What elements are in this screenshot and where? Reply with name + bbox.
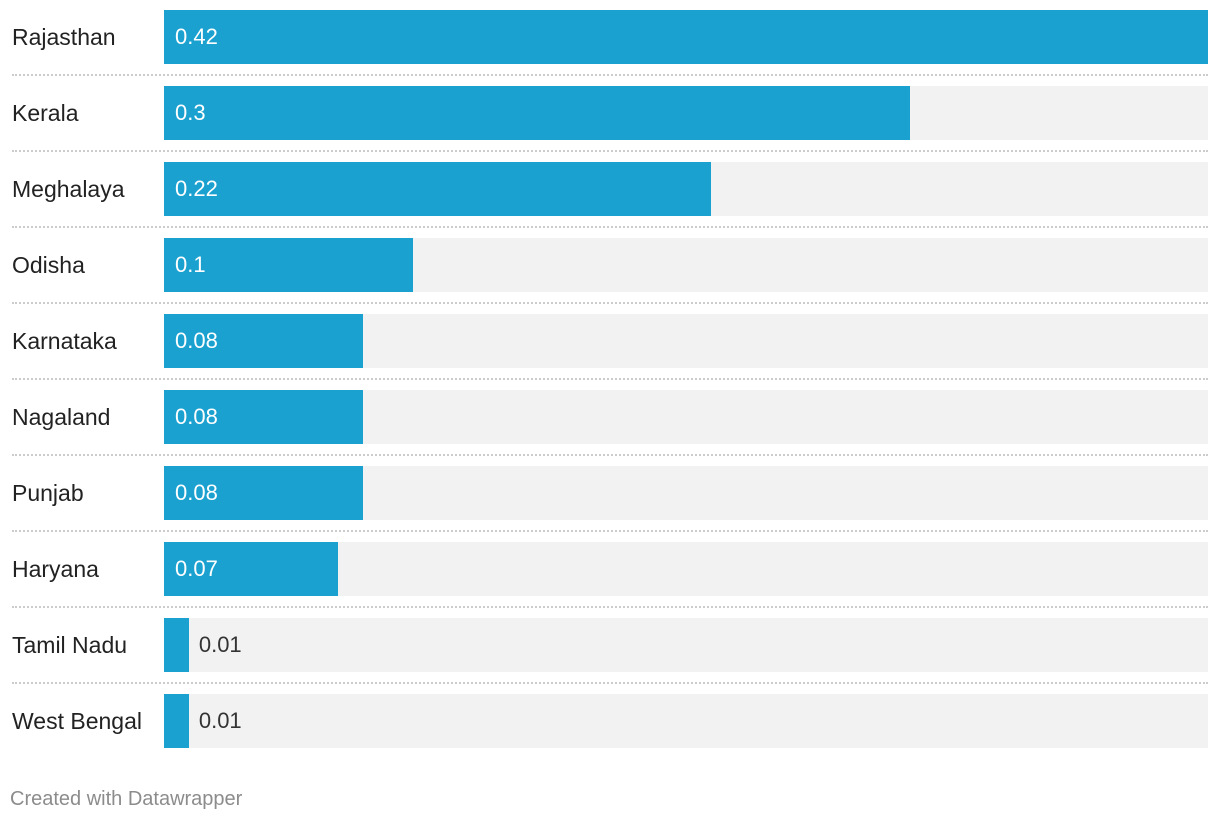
value-label: 0.1 xyxy=(175,252,206,277)
chart-row: Tamil Nadu 0.01 xyxy=(12,608,1208,684)
bar xyxy=(164,694,189,748)
value-label: 0.42 xyxy=(175,24,218,49)
bar xyxy=(164,466,363,520)
chart-row: Nagaland 0.08 xyxy=(12,380,1208,456)
bar xyxy=(164,618,189,672)
bar-track: 0.08 xyxy=(164,314,1208,368)
category-label: West Bengal xyxy=(12,708,142,734)
bar-track: 0.08 xyxy=(164,390,1208,444)
row-divider xyxy=(12,150,1208,152)
bar-track: 0.01 xyxy=(164,618,1208,672)
bar xyxy=(164,238,413,292)
bar xyxy=(164,10,1208,64)
bar-track: 0.22 xyxy=(164,162,1208,216)
category-label: Tamil Nadu xyxy=(12,632,128,658)
bar xyxy=(164,162,711,216)
row-divider xyxy=(12,682,1208,684)
bar-track: 0.1 xyxy=(164,238,1208,292)
bar-track: 0.08 xyxy=(164,466,1208,520)
bar-track: 0.3 xyxy=(164,86,1208,140)
value-label: 0.3 xyxy=(175,100,206,125)
bar xyxy=(164,86,910,140)
category-label: Rajasthan xyxy=(12,24,116,50)
category-label: Nagaland xyxy=(12,404,111,430)
chart-row: Punjab 0.08 xyxy=(12,456,1208,532)
value-label: 0.08 xyxy=(175,404,218,429)
value-label: 0.07 xyxy=(175,556,218,581)
row-divider xyxy=(12,302,1208,304)
chart-row: Karnataka 0.08 xyxy=(12,304,1208,380)
chart-row: Kerala 0.3 xyxy=(12,76,1208,152)
row-divider xyxy=(12,378,1208,380)
chart-row: Meghalaya 0.22 xyxy=(12,152,1208,228)
bar-track: 0.01 xyxy=(164,694,1208,748)
row-divider xyxy=(12,606,1208,608)
category-label: Odisha xyxy=(12,252,85,278)
datawrapper-credit: Created with Datawrapper xyxy=(10,788,243,810)
category-label: Karnataka xyxy=(12,328,117,354)
value-label: 0.22 xyxy=(175,176,218,201)
row-divider xyxy=(12,530,1208,532)
bar xyxy=(164,542,338,596)
chart-row: Rajasthan 0.42 xyxy=(12,0,1208,76)
chart-row: West Bengal 0.01 xyxy=(12,684,1208,760)
value-label: 0.08 xyxy=(175,328,218,353)
chart-row: Haryana 0.07 xyxy=(12,532,1208,608)
category-label: Kerala xyxy=(12,100,79,126)
bar-chart: Rajasthan 0.42 Kerala 0.3 Meghalaya 0.22 Odish… xyxy=(12,0,1208,760)
row-divider xyxy=(12,226,1208,228)
bar-track: 0.07 xyxy=(164,542,1208,596)
category-label: Meghalaya xyxy=(12,176,125,202)
chart-row: Odisha 0.1 xyxy=(12,228,1208,304)
value-label: 0.01 xyxy=(198,632,242,657)
bar xyxy=(164,390,363,444)
row-divider xyxy=(12,74,1208,76)
value-label: 0.08 xyxy=(175,480,218,505)
value-label: 0.01 xyxy=(198,708,242,733)
bar xyxy=(164,314,363,368)
category-label: Punjab xyxy=(12,480,84,506)
bar-track: 0.42 xyxy=(164,10,1208,64)
category-label: Haryana xyxy=(12,556,99,582)
row-divider xyxy=(12,454,1208,456)
